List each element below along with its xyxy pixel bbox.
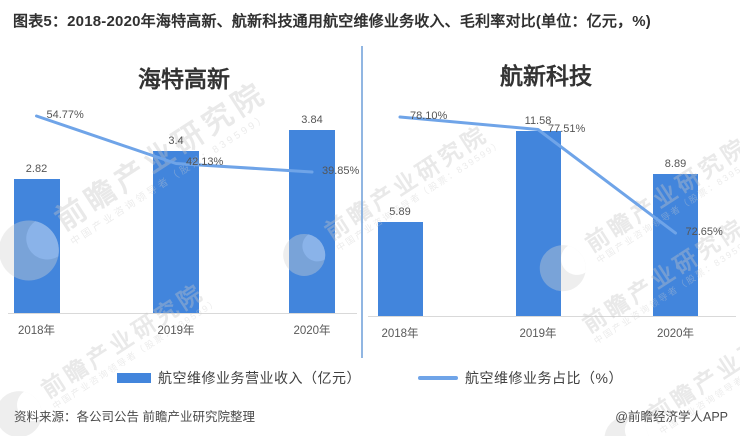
bar-haite-2018 [13, 178, 60, 313]
legend-share-label: 航空维修业务占比（%） [465, 370, 623, 386]
pct-label-hangxin-2020: 72.65% [685, 226, 723, 239]
haite-panel-title: 海特高新 [138, 66, 230, 92]
panel-divider-line [361, 46, 363, 358]
app-credit: @前瞻经济学人APP [615, 410, 728, 424]
pct-label-hangxin-2018: 78.10% [410, 109, 448, 122]
bar-hangxin-2019 [515, 130, 561, 316]
hangxin-panel-title: 航新科技 [500, 63, 592, 89]
value-label-haite-2018: 2.82 [25, 162, 48, 175]
x-axis-label-hangxin-2020: 2020年 [656, 328, 695, 340]
watermark: 前瞻产业研究院 中国产业咨询领导者（股票：839599） [530, 124, 740, 300]
hangxin-x-axis-line [368, 316, 736, 317]
pct-label-hangxin-2019: 77.51% [548, 122, 586, 135]
legend-bar-swatch-icon [117, 373, 151, 383]
legend-revenue-label: 航空维修业务营业收入（亿元） [158, 370, 361, 386]
bar-hangxin-2018 [377, 221, 423, 316]
x-axis-label-haite-2020: 2020年 [293, 325, 331, 337]
figure-title: 图表5：2018-2020年海特高新、航新科技通用航空维修业务收入、毛利率对比(… [13, 13, 652, 30]
legend-line-swatch-icon [418, 376, 458, 380]
pct-label-haite-2020: 39.85% [322, 165, 360, 178]
value-label-haite-2020: 3.84 [301, 114, 323, 127]
x-axis-label-haite-2019: 2019年 [157, 325, 195, 337]
value-label-hangxin-2020: 8.89 [664, 157, 687, 170]
bar-hangxin-2020 [653, 173, 698, 316]
source-note: 资料来源：各公司公告 前瞻产业研究院整理 [14, 410, 255, 424]
value-label-hangxin-2018: 5.89 [389, 205, 411, 218]
x-axis-label-hangxin-2019: 2019年 [519, 328, 557, 340]
legend-share: 航空维修业务占比（%） [418, 368, 623, 388]
bar-haite-2019 [153, 151, 199, 313]
x-axis-label-hangxin-2018: 2018年 [381, 328, 419, 340]
value-label-haite-2019: 3.4 [168, 135, 184, 148]
legend-revenue: 航空维修业务营业收入（亿元） [117, 368, 361, 388]
pct-label-haite-2018: 54.77% [46, 109, 84, 122]
haite-x-axis-line [8, 313, 357, 314]
pct-label-haite-2019: 42.13% [186, 156, 224, 169]
bar-haite-2020 [289, 130, 335, 313]
x-axis-label-haite-2018: 2018年 [17, 325, 56, 337]
